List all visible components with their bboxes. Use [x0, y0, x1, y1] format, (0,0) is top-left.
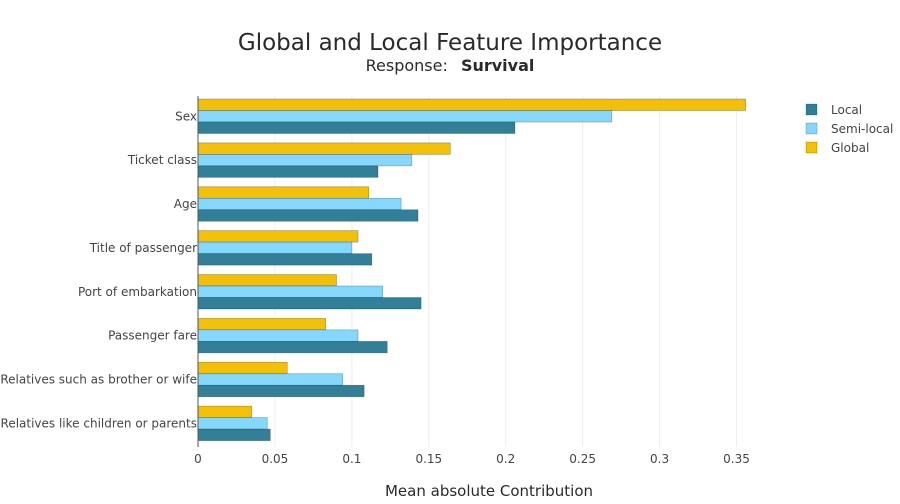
x-tick-label: 0.2 [496, 452, 515, 466]
subtitle-prefix: Response: [366, 56, 448, 75]
x-tick-label: 0 [194, 452, 202, 466]
bar-global[interactable] [197, 405, 253, 418]
legend-item[interactable]: Global [805, 141, 869, 155]
bar-local[interactable] [197, 209, 419, 222]
x-tick-label: 0.25 [569, 452, 596, 466]
x-tick-label: 0.15 [415, 452, 442, 466]
legend-label: Semi-local [831, 122, 893, 136]
bar-global[interactable] [197, 361, 288, 375]
bar-semi-local[interactable] [197, 329, 359, 342]
legend-label: Local [831, 103, 862, 117]
bar-global[interactable] [197, 230, 359, 243]
bar-local[interactable] [197, 297, 422, 310]
chart-subtitle: Response: Survival [366, 56, 535, 75]
x-tick-label: 0.35 [723, 452, 750, 466]
x-axis-label: Mean absolute Contribution [385, 482, 593, 500]
y-tick-label: Relatives such as brother or wife [0, 373, 197, 387]
y-tick-label: Port of embarkation [78, 285, 197, 299]
y-tick-label: Title of passenger [89, 241, 197, 255]
y-tick-label: Ticket class [127, 153, 197, 167]
y-tick-label: Passenger fare [108, 329, 197, 343]
bar-semi-local[interactable] [197, 241, 353, 254]
x-tick-label: 0.3 [650, 452, 669, 466]
y-tick-label: Age [174, 197, 197, 211]
bar-local[interactable] [197, 428, 271, 441]
bar-global[interactable] [197, 186, 370, 199]
y-tick-label: Relatives like children or parents [1, 416, 197, 430]
bar-global[interactable] [197, 142, 451, 155]
legend-swatch [805, 122, 818, 135]
chart-title: Global and Local Feature Importance [238, 30, 662, 56]
bar-semi-local[interactable] [197, 110, 613, 123]
bar-local[interactable] [197, 384, 365, 398]
bar-semi-local[interactable] [197, 197, 402, 211]
legend-item[interactable]: Semi-local [805, 122, 893, 136]
bar-global[interactable] [197, 318, 327, 331]
subtitle-value: Survival [461, 56, 534, 75]
y-tick-label: Sex [175, 109, 197, 123]
legend-swatch [805, 141, 818, 154]
axes: 0 0.05 0.1 0.15 0.2 0.25 0.3 0.35 Sex Ticket clas… [0, 96, 750, 466]
x-tick-label: 0.05 [262, 452, 289, 466]
bar-global[interactable] [197, 274, 337, 287]
bar-local[interactable] [197, 165, 379, 178]
bar-local[interactable] [197, 253, 373, 266]
bar-semi-local[interactable] [197, 285, 383, 298]
bar-semi-local[interactable] [197, 154, 413, 167]
legend-item[interactable]: Local [805, 103, 862, 117]
legend-label: Global [831, 141, 869, 155]
bars [197, 98, 747, 441]
bar-local[interactable] [197, 121, 516, 134]
bar-semi-local[interactable] [197, 373, 343, 386]
x-tick-label: 0.1 [342, 452, 361, 466]
bar-global[interactable] [197, 98, 747, 111]
legend[interactable]: Local Semi-local Global [805, 103, 893, 155]
legend-swatch [805, 103, 818, 116]
bar-local[interactable] [197, 341, 388, 354]
bar-semi-local[interactable] [197, 417, 268, 430]
